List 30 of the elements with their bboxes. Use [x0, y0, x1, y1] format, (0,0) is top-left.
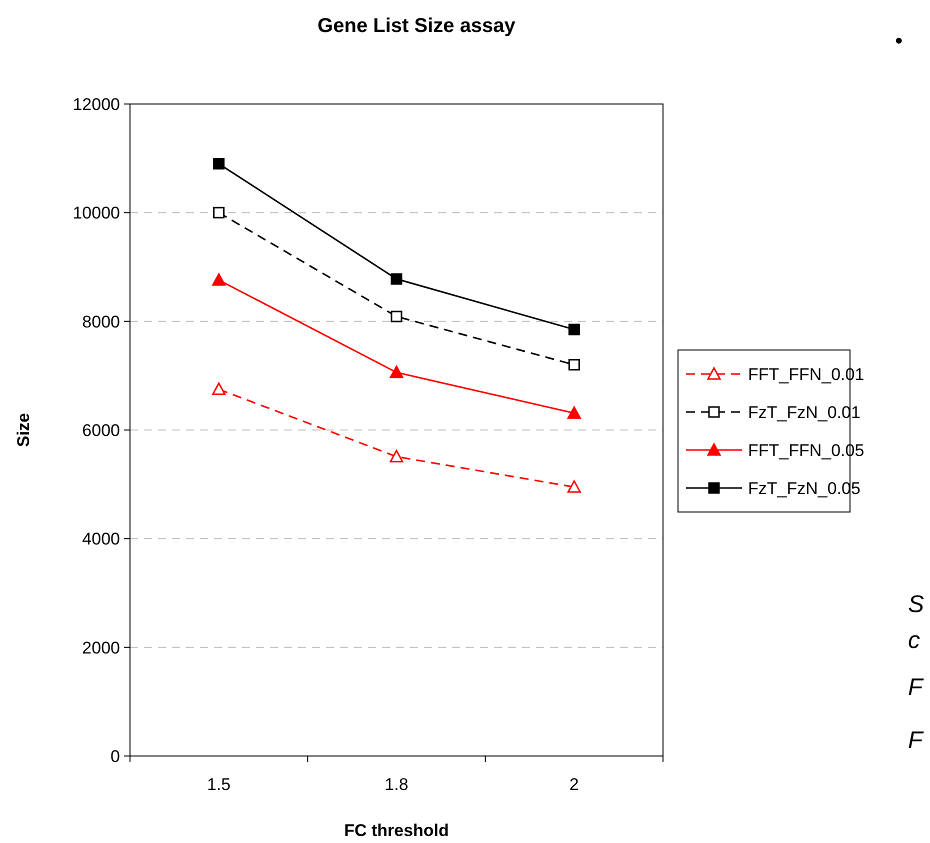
point — [390, 273, 402, 285]
y-tick-label: 2000 — [82, 638, 120, 658]
point — [390, 450, 404, 462]
x-tick-label: 1.8 — [384, 775, 408, 794]
text: F — [908, 727, 924, 754]
x-tick-label: 1.5 — [207, 775, 231, 794]
point — [390, 310, 402, 322]
point — [212, 273, 226, 286]
text: c — [908, 627, 920, 654]
text: • — [895, 28, 903, 53]
point — [213, 206, 225, 218]
text: S — [908, 591, 924, 618]
y-tick-label: 8000 — [82, 312, 120, 332]
point — [567, 480, 581, 493]
y-axis-title: Size — [14, 412, 33, 448]
y-tick-label: 12000 — [72, 94, 120, 114]
point — [568, 324, 580, 336]
y-tick-label: 10000 — [72, 204, 120, 223]
text: F — [908, 674, 924, 701]
y-tick-label: 4000 — [82, 530, 120, 549]
chart-title: Gene List Size assay — [318, 15, 516, 37]
point — [212, 382, 226, 395]
y-tick-label: 6000 — [82, 420, 120, 440]
point — [568, 359, 580, 371]
y-tick-label: 0 — [110, 746, 120, 766]
x-tick-label: 2 — [569, 775, 579, 794]
point — [390, 366, 404, 378]
x-axis-title: FC threshold — [344, 821, 449, 840]
point — [567, 406, 581, 419]
point — [213, 158, 225, 170]
